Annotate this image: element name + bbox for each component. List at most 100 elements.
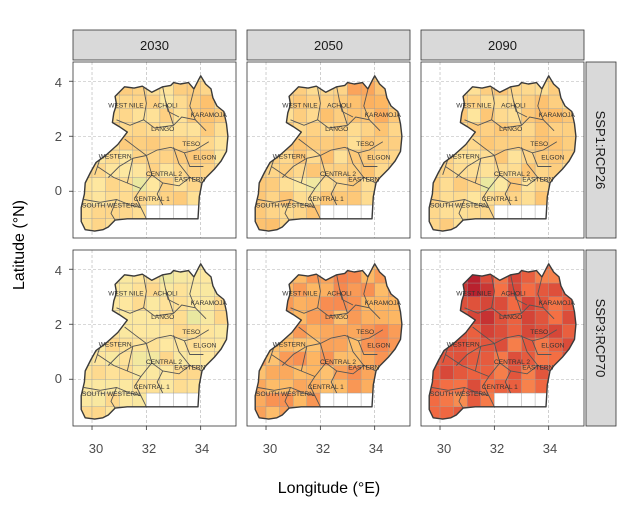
raster-cell [105,351,120,366]
district-boundary [363,89,370,120]
region-label: LANGO [151,126,174,133]
raster-cell [507,149,522,164]
raster-cell [388,310,402,325]
raster-cell [388,122,402,137]
district-boundary [107,343,147,366]
region-label: EASTERN [174,365,205,372]
region-label: SOUTH WESTERN [256,203,314,210]
district-boundary [134,376,142,396]
region-label: WESTERN [273,153,306,160]
no-data-cell [521,392,536,407]
country-outline [254,75,403,232]
raster-cell [91,177,106,192]
district-boundary [143,276,147,308]
raster-cell [374,122,389,137]
district-boundary [482,188,490,208]
district-boundary [281,155,321,178]
region-label: CENTRAL 1 [134,384,170,391]
raster-cell [146,296,161,311]
district-boundary [134,188,142,208]
district-boundary [317,88,321,120]
no-data-cell [173,392,188,407]
district-boundary [268,346,275,363]
district-boundary [94,346,101,363]
raster-cell [534,282,549,297]
district-boundary [300,346,308,372]
no-data-cell [333,392,348,407]
raster-cell [388,324,402,339]
district-boundary [173,147,191,178]
region-label: CENTRAL 2 [494,171,530,178]
raster-cell [293,108,307,123]
district-boundary [330,370,338,394]
region-label: ELGON [193,343,216,350]
x-tick-32-col1: 32 [142,441,156,456]
district-boundary [363,277,370,308]
raster-cell [507,337,522,352]
raster-cell [265,177,280,192]
district-boundary [300,158,308,184]
district-boundary [474,158,482,184]
raster-cell [494,108,509,123]
raster-cell [521,379,536,394]
district-boundary [164,288,180,306]
x-axis-title: Longitude (°E) [278,480,380,497]
column-label-2090: 2090 [488,38,517,53]
district-boundary [442,346,449,363]
district-boundary [537,277,544,308]
row-strip-ssp1: SSP1:RCP26 [585,61,617,239]
raster-cell [132,310,147,325]
district-boundary [504,182,512,206]
raster-cell [360,282,375,297]
district-boundary [458,199,465,221]
raster-cell [453,177,468,192]
raster-cell [306,324,321,339]
raster-cell [562,136,576,151]
no-data-cell [146,392,161,407]
raster-cell [186,282,201,297]
district-boundary [357,340,378,355]
raster-cell [562,122,576,137]
raster-cell [480,310,495,325]
raster-cell [347,379,362,394]
raster-cell [132,136,147,151]
district-boundary [124,138,210,157]
region-label: KARAMOJA [365,112,402,119]
raster-cell [173,191,188,206]
raster-cell [439,365,454,380]
region-label: ACHOLI [501,290,526,297]
district-boundary [531,152,552,167]
raster-cell [521,191,536,206]
district-boundary [521,335,539,366]
no-data-cell [320,392,335,407]
raster-cell [186,310,201,325]
district-boundary [183,340,204,355]
raster-cell [534,122,549,137]
raster-cell [119,296,133,311]
region-label: EASTERN [522,177,553,184]
district-boundary [521,147,539,178]
district-boundary [94,158,101,175]
region-label: WEST NILE [456,290,492,297]
district-boundary [537,89,544,120]
raster-cell [480,324,495,339]
raster-cell [279,177,294,192]
no-data-cell [521,204,536,219]
region-label: ACHOLI [327,102,352,109]
region-label: WESTERN [447,341,480,348]
raster-cell [306,122,321,137]
raster-cell [279,365,294,380]
y-tick-2-row2: 2 [55,317,62,332]
raster-cell [293,296,307,311]
map-panel-ssp1-rcp26-2030: WEST NILE ACHOLI KARAMOJA LANGO TESO ELGON WES… [69,61,237,239]
district-boundary [281,343,321,366]
region-label: TESO [356,141,374,148]
district-boundary [183,152,204,167]
region-label: ELGON [193,155,216,162]
district-boundary [268,158,275,175]
district-boundary [464,116,555,132]
region-label: KARAMOJA [539,112,576,119]
region-label: CENTRAL 1 [134,196,170,203]
column-label-2030: 2030 [140,38,169,53]
